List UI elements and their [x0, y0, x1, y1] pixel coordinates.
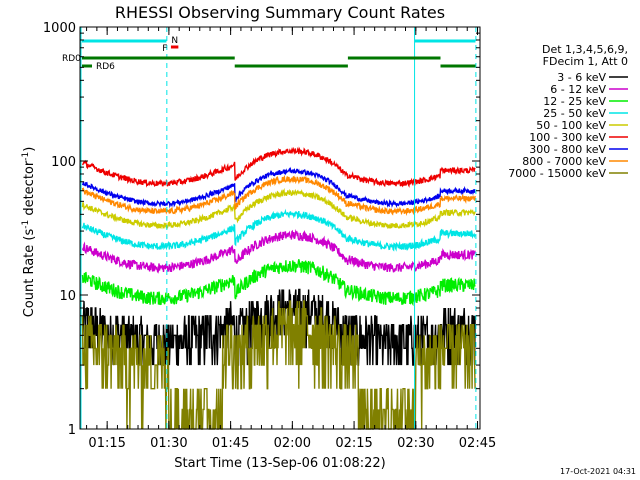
legend-entry-label: 300 - 800 keV [529, 143, 606, 156]
chart-title: RHESSI Observing Summary Count Rates [115, 3, 445, 22]
legend-entry-label: 25 - 50 keV [543, 107, 606, 120]
rd6-annotation: RD6 [96, 62, 115, 72]
x-tick-label: 02:00 [274, 436, 311, 451]
legend-entry-label: 7000 - 15000 keV [508, 167, 606, 180]
series-line-3 [81, 259, 476, 307]
y-tick-label: 100 [51, 155, 76, 170]
legend-entry-label: 100 - 300 keV [529, 131, 606, 144]
rd0-annotation: RD0 [62, 54, 81, 64]
legend-entry-label: 6 - 12 keV [550, 83, 606, 96]
legend-header-line-2: FDecim 1, Att 0 [543, 55, 628, 68]
timestamp: 17-Oct-2021 04:31 [560, 467, 636, 476]
plot-frame [79, 26, 481, 430]
legend-entry-label: 50 - 100 keV [536, 119, 606, 132]
legend-entry-label: 800 - 7000 keV [522, 155, 606, 168]
data-layer [81, 146, 476, 430]
y-tick-label: 1000 [43, 21, 76, 36]
n-annotation: N [171, 36, 178, 46]
x-tick-label: 01:45 [212, 436, 249, 451]
y-tick-label: 10 [59, 289, 76, 304]
legend-header-line-1: Det 1,3,4,5,6,9, [542, 43, 628, 56]
legend: Det 1,3,4,5,6,9, FDecim 1, Att 0 3 - 6 k… [508, 43, 628, 180]
overlay-layer: RD0 RD6 FN [62, 27, 477, 429]
x-tick-label: 02:15 [335, 436, 372, 451]
legend-entry-label: 3 - 6 keV [557, 71, 606, 84]
x-axis-label: Start Time (13-Sep-06 01:08:22) [174, 456, 385, 471]
x-tick-label: 02:45 [459, 436, 496, 451]
y-tick-label: 1 [68, 423, 76, 438]
series-line-7 [81, 166, 476, 209]
f-annotation: F [162, 44, 167, 54]
legend-entry-label: 12 - 25 keV [543, 95, 606, 108]
series-line-6 [81, 146, 476, 188]
x-tick-label: 02:30 [397, 436, 434, 451]
series-line-5 [81, 187, 476, 230]
series-line-8 [81, 174, 476, 216]
y-axis-label: Count Rate (s-1 detector-1) [21, 147, 37, 318]
axis-layer: 01:15 01:30 01:45 02:00 02:15 02:30 02:45 1 10 10… [43, 21, 496, 451]
series-line-9 [81, 300, 476, 430]
x-tick-label: 01:30 [150, 436, 187, 451]
series-line-4 [81, 208, 476, 252]
x-tick-label: 01:15 [88, 436, 125, 451]
series-line-2 [81, 228, 476, 274]
